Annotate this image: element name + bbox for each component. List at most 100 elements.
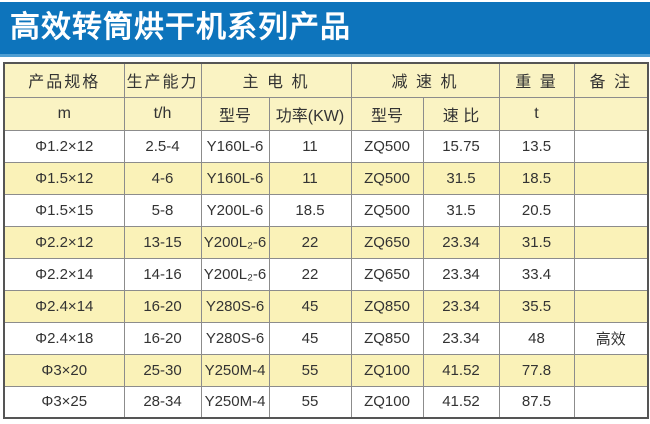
motor-power-cell: 55 bbox=[268, 385, 352, 419]
motor-model-cell: Y280S-6 bbox=[200, 289, 270, 323]
header-remark: 备 注 bbox=[573, 62, 649, 98]
remark-cell bbox=[573, 193, 649, 227]
unit-weight: t bbox=[498, 96, 575, 131]
reducer-ratio-cell: 23.34 bbox=[422, 257, 500, 291]
reducer-ratio-cell: 23.34 bbox=[422, 321, 500, 355]
reducer-ratio-cell: 31.5 bbox=[422, 193, 500, 227]
reducer-model-cell: ZQ100 bbox=[350, 385, 424, 419]
reducer-model-cell: ZQ850 bbox=[350, 289, 424, 323]
table-row: Φ2.4×18 16-20 Y280S-6 45 ZQ850 23.34 48 高效 bbox=[3, 321, 649, 355]
table-row: Φ2.4×14 16-20 Y280S-6 45 ZQ850 23.34 35.5 bbox=[3, 289, 649, 323]
motor-model-cell: Y200L-6 bbox=[200, 193, 270, 227]
product-spec-table: 产品规格 生产能力 主 电 机 减 速 机 重 量 备 注 m t/h 型号 功… bbox=[3, 62, 649, 419]
unit-reducer-model: 型号 bbox=[350, 96, 424, 131]
weight-cell: 35.5 bbox=[498, 289, 575, 323]
capacity-cell: 28-34 bbox=[123, 385, 202, 419]
remark-cell bbox=[573, 225, 649, 259]
unit-motor-power: 功率(KW) bbox=[268, 96, 352, 131]
remark-cell bbox=[573, 257, 649, 291]
reducer-ratio-cell: 41.52 bbox=[422, 353, 500, 387]
table-row: Φ1.5×15 5-8 Y200L-6 18.5 ZQ500 31.5 20.5 bbox=[3, 193, 649, 227]
capacity-cell: 14-16 bbox=[123, 257, 202, 291]
motor-model-cell: Y200L₂-6 bbox=[200, 225, 270, 259]
header-units-row: m t/h 型号 功率(KW) 型号 速 比 t bbox=[3, 96, 649, 131]
header-main-motor: 主 电 机 bbox=[200, 62, 352, 98]
capacity-cell: 4-6 bbox=[123, 161, 202, 195]
product-spec-cell: Φ2.2×14 bbox=[3, 257, 125, 291]
reducer-model-cell: ZQ850 bbox=[350, 321, 424, 355]
motor-power-cell: 18.5 bbox=[268, 193, 352, 227]
product-spec-cell: Φ1.2×12 bbox=[3, 129, 125, 163]
reducer-model-cell: ZQ500 bbox=[350, 129, 424, 163]
motor-power-cell: 45 bbox=[268, 321, 352, 355]
reducer-ratio-cell: 31.5 bbox=[422, 161, 500, 195]
title-bar: 高效转筒烘干机系列产品 bbox=[0, 2, 650, 57]
table-header: 产品规格 生产能力 主 电 机 减 速 机 重 量 备 注 m t/h 型号 功… bbox=[3, 62, 649, 131]
reducer-ratio-cell: 41.52 bbox=[422, 385, 500, 419]
remark-cell bbox=[573, 289, 649, 323]
motor-model-cell: Y160L-6 bbox=[200, 161, 270, 195]
capacity-cell: 13-15 bbox=[123, 225, 202, 259]
weight-cell: 20.5 bbox=[498, 193, 575, 227]
motor-power-cell: 55 bbox=[268, 353, 352, 387]
motor-power-cell: 22 bbox=[268, 225, 352, 259]
motor-model-cell: Y280S-6 bbox=[200, 321, 270, 355]
table-row: Φ2.2×12 13-15 Y200L₂-6 22 ZQ650 23.34 31.5 bbox=[3, 225, 649, 259]
reducer-model-cell: ZQ500 bbox=[350, 193, 424, 227]
header-capacity: 生产能力 bbox=[123, 62, 202, 98]
table-row: Φ3×25 28-34 Y250M-4 55 ZQ100 41.52 87.5 bbox=[3, 385, 649, 419]
product-spec-cell: Φ2.4×14 bbox=[3, 289, 125, 323]
weight-cell: 31.5 bbox=[498, 225, 575, 259]
reducer-model-cell: ZQ650 bbox=[350, 225, 424, 259]
header-weight: 重 量 bbox=[498, 62, 575, 98]
motor-power-cell: 11 bbox=[268, 161, 352, 195]
weight-cell: 18.5 bbox=[498, 161, 575, 195]
table-row: Φ2.2×14 14-16 Y200L₂-6 22 ZQ650 23.34 33.4 bbox=[3, 257, 649, 291]
remark-cell bbox=[573, 129, 649, 163]
header-reducer: 减 速 机 bbox=[350, 62, 500, 98]
capacity-cell: 5-8 bbox=[123, 193, 202, 227]
header-product-spec: 产品规格 bbox=[3, 62, 125, 98]
motor-power-cell: 45 bbox=[268, 289, 352, 323]
capacity-cell: 25-30 bbox=[123, 353, 202, 387]
spec-table-container: 产品规格 生产能力 主 电 机 减 速 机 重 量 备 注 m t/h 型号 功… bbox=[3, 62, 650, 419]
table-row: Φ3×20 25-30 Y250M-4 55 ZQ100 41.52 77.8 bbox=[3, 353, 649, 387]
motor-model-cell: Y160L-6 bbox=[200, 129, 270, 163]
table-row: Φ1.5×12 4-6 Y160L-6 11 ZQ500 31.5 18.5 bbox=[3, 161, 649, 195]
weight-cell: 77.8 bbox=[498, 353, 575, 387]
unit-reducer-ratio: 速 比 bbox=[422, 96, 500, 131]
motor-power-cell: 22 bbox=[268, 257, 352, 291]
motor-power-cell: 11 bbox=[268, 129, 352, 163]
capacity-cell: 16-20 bbox=[123, 321, 202, 355]
remark-cell bbox=[573, 385, 649, 419]
weight-cell: 33.4 bbox=[498, 257, 575, 291]
product-spec-cell: Φ2.4×18 bbox=[3, 321, 125, 355]
reducer-model-cell: ZQ100 bbox=[350, 353, 424, 387]
unit-motor-model: 型号 bbox=[200, 96, 270, 131]
product-spec-cell: Φ3×20 bbox=[3, 353, 125, 387]
reducer-ratio-cell: 15.75 bbox=[422, 129, 500, 163]
remark-cell bbox=[573, 353, 649, 387]
reducer-ratio-cell: 23.34 bbox=[422, 289, 500, 323]
table-body: Φ1.2×12 2.5-4 Y160L-6 11 ZQ500 15.75 13.5 Φ1.5×… bbox=[3, 129, 649, 419]
unit-remark bbox=[573, 96, 649, 131]
weight-cell: 87.5 bbox=[498, 385, 575, 419]
page-title: 高效转筒烘干机系列产品 bbox=[10, 11, 351, 44]
remark-cell bbox=[573, 161, 649, 195]
table-row: Φ1.2×12 2.5-4 Y160L-6 11 ZQ500 15.75 13.5 bbox=[3, 129, 649, 163]
product-spec-cell: Φ1.5×15 bbox=[3, 193, 125, 227]
reducer-model-cell: ZQ650 bbox=[350, 257, 424, 291]
reducer-ratio-cell: 23.34 bbox=[422, 225, 500, 259]
remark-cell: 高效 bbox=[573, 321, 649, 355]
unit-product-spec: m bbox=[3, 96, 125, 131]
product-spec-cell: Φ2.2×12 bbox=[3, 225, 125, 259]
capacity-cell: 16-20 bbox=[123, 289, 202, 323]
motor-model-cell: Y250M-4 bbox=[200, 385, 270, 419]
capacity-cell: 2.5-4 bbox=[123, 129, 202, 163]
motor-model-cell: Y250M-4 bbox=[200, 353, 270, 387]
motor-model-cell: Y200L₂-6 bbox=[200, 257, 270, 291]
weight-cell: 48 bbox=[498, 321, 575, 355]
unit-capacity: t/h bbox=[123, 96, 202, 131]
product-spec-cell: Φ1.5×12 bbox=[3, 161, 125, 195]
header-group-row: 产品规格 生产能力 主 电 机 减 速 机 重 量 备 注 bbox=[3, 62, 649, 98]
